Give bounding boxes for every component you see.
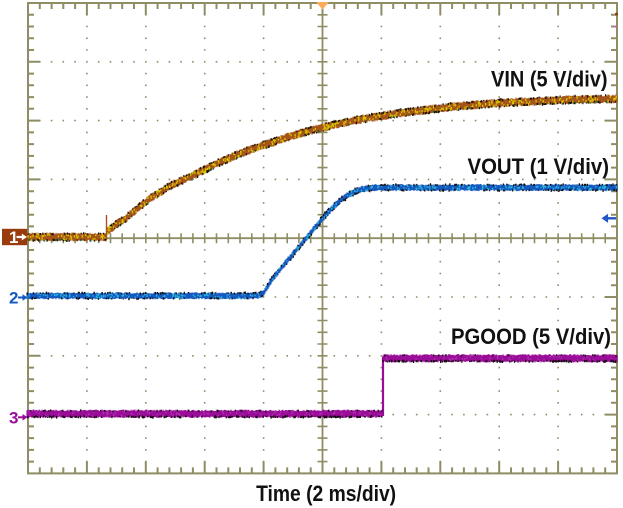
svg-text:Time (2 ms/div): Time (2 ms/div) xyxy=(256,481,396,506)
svg-text:3: 3 xyxy=(9,408,18,427)
svg-text:PGOOD (5 V/div): PGOOD (5 V/div) xyxy=(451,324,611,349)
svg-text:1: 1 xyxy=(9,228,18,247)
svg-text:VIN (5 V/div): VIN (5 V/div) xyxy=(491,67,608,92)
svg-text:VOUT (1 V/div): VOUT (1 V/div) xyxy=(468,154,610,179)
svg-text:2: 2 xyxy=(9,289,18,308)
